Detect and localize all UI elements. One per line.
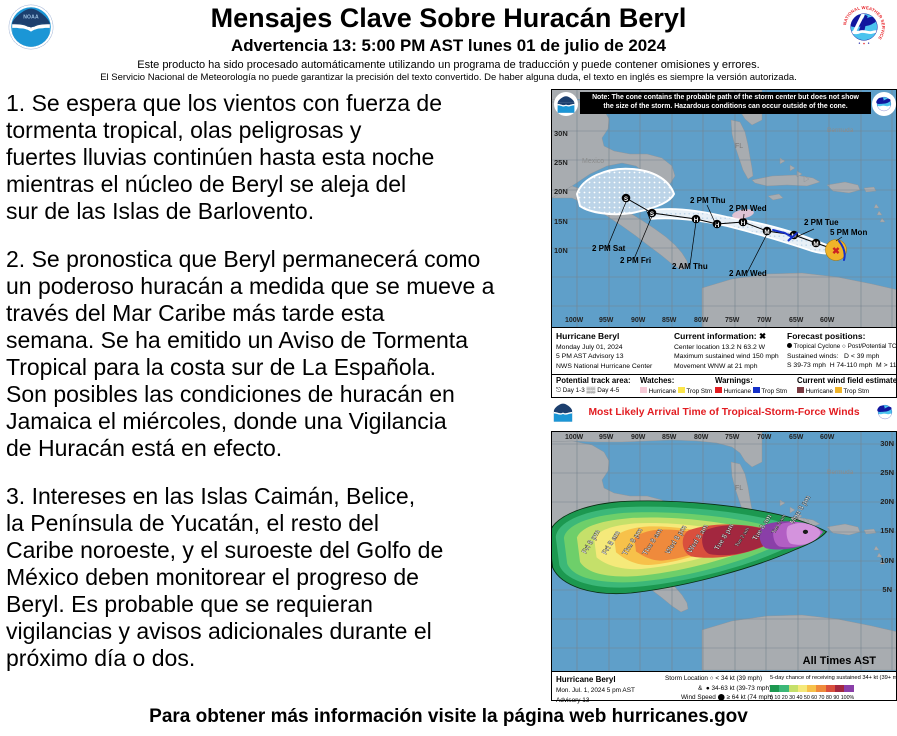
svg-text:M: M xyxy=(764,229,769,236)
svg-text:S: S xyxy=(624,196,628,203)
svg-text:S: S xyxy=(650,211,654,218)
svg-text:2 PM Fri: 2 PM Fri xyxy=(620,256,651,265)
svg-text:✖: ✖ xyxy=(832,246,840,257)
svg-text:M: M xyxy=(813,241,818,248)
svg-text:2 AM Wed: 2 AM Wed xyxy=(729,269,767,278)
svg-text:2 PM Tue: 2 PM Tue xyxy=(804,218,839,227)
svg-text:Bermuda: Bermuda xyxy=(827,469,854,476)
svg-text:2 PM Sat: 2 PM Sat xyxy=(592,244,626,253)
svg-text:2 PM Thu: 2 PM Thu xyxy=(690,196,726,205)
svg-text:5 PM Mon: 5 PM Mon xyxy=(830,228,867,237)
svg-text:NATIONAL WEATHER SERVICE: NATIONAL WEATHER SERVICE xyxy=(872,92,896,93)
svg-text:FL: FL xyxy=(735,485,743,492)
svg-text:2 PM Wed: 2 PM Wed xyxy=(729,204,767,213)
